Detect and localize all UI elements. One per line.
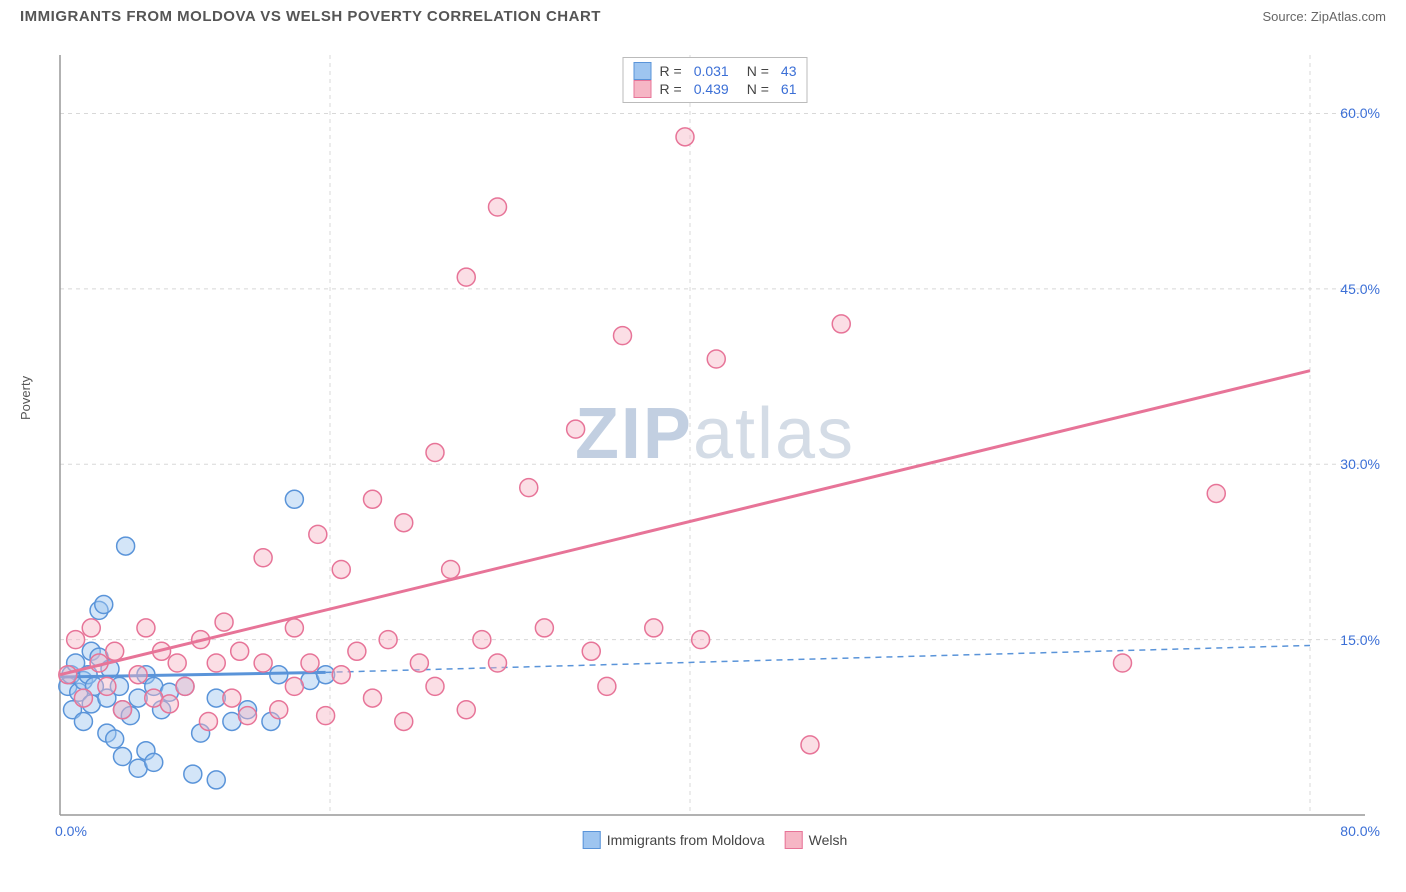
- y-tick-label: 30.0%: [1340, 456, 1380, 472]
- legend-swatch-1: [634, 80, 652, 98]
- R-label: R =: [660, 63, 682, 79]
- legend-stats-row-1: R = 0.439 N = 61: [634, 80, 797, 98]
- N-value-1: 61: [781, 81, 797, 97]
- scatter-chart-svg: [50, 55, 1380, 845]
- y-tick-label: 15.0%: [1340, 632, 1380, 648]
- y-axis-label: Poverty: [18, 376, 33, 420]
- x-tick-label: 0.0%: [55, 823, 87, 839]
- legend-stats: R = 0.031 N = 43 R = 0.439 N = 61: [623, 57, 808, 103]
- legend-series-swatch-0: [583, 831, 601, 849]
- legend-swatch-0: [634, 62, 652, 80]
- N-label: N =: [747, 81, 769, 97]
- y-tick-label: 45.0%: [1340, 281, 1380, 297]
- legend-series-item-0: Immigrants from Moldova: [583, 831, 765, 849]
- source-label: Source: ZipAtlas.com: [1262, 9, 1386, 24]
- R-value-0: 0.031: [694, 63, 729, 79]
- chart-area: ZIPatlas R = 0.031 N = 43 R = 0.439 N = …: [50, 55, 1380, 845]
- R-label: R =: [660, 81, 682, 97]
- legend-series-label-0: Immigrants from Moldova: [607, 832, 765, 848]
- N-value-0: 43: [781, 63, 797, 79]
- chart-title: IMMIGRANTS FROM MOLDOVA VS WELSH POVERTY…: [20, 8, 601, 25]
- R-value-1: 0.439: [694, 81, 729, 97]
- y-tick-label: 60.0%: [1340, 105, 1380, 121]
- legend-stats-row-0: R = 0.031 N = 43: [634, 62, 797, 80]
- legend-series: Immigrants from Moldova Welsh: [583, 831, 848, 849]
- x-tick-label: 80.0%: [1340, 823, 1380, 839]
- N-label: N =: [747, 63, 769, 79]
- legend-series-swatch-1: [785, 831, 803, 849]
- legend-series-item-1: Welsh: [785, 831, 848, 849]
- legend-series-label-1: Welsh: [809, 832, 848, 848]
- title-bar: IMMIGRANTS FROM MOLDOVA VS WELSH POVERTY…: [0, 0, 1406, 29]
